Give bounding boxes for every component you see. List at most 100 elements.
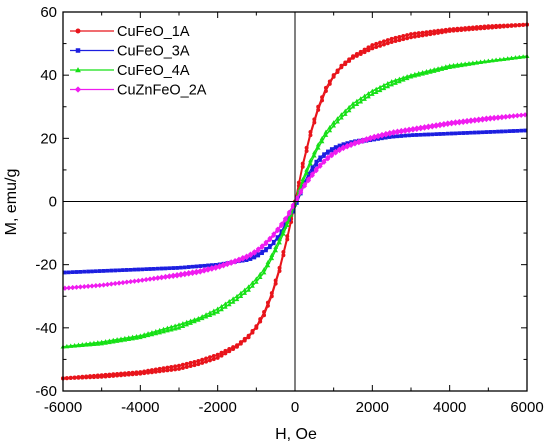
data-point (186, 265, 191, 269)
data-point (331, 120, 337, 125)
data-point (213, 265, 219, 271)
data-point (342, 111, 348, 116)
data-point (521, 22, 526, 27)
data-point (173, 367, 178, 372)
data-point (399, 134, 404, 138)
data-point (329, 153, 335, 159)
data-point (378, 43, 383, 48)
data-point (209, 266, 215, 272)
data-point (389, 40, 394, 44)
legend-label: CuFeO_3A (117, 44, 190, 60)
data-point (155, 266, 160, 271)
data-point (459, 28, 464, 32)
x-tick-label: 0 (291, 399, 299, 416)
data-point (219, 350, 224, 355)
data-point (377, 84, 383, 89)
data-point (385, 41, 390, 46)
data-point (468, 118, 474, 125)
data-point (412, 31, 417, 36)
data-point (235, 344, 239, 349)
data-point (279, 229, 284, 233)
data-point (348, 142, 354, 148)
data-point (457, 131, 462, 136)
data-point (67, 270, 71, 275)
data-point (242, 338, 247, 343)
data-point (397, 38, 402, 43)
data-point (358, 52, 363, 56)
data-point (497, 57, 503, 62)
data-point (410, 127, 416, 133)
data-point (107, 374, 112, 379)
data-point (234, 297, 240, 302)
data-point (312, 120, 317, 125)
data-point (155, 275, 161, 281)
data-point (518, 112, 524, 118)
data-point (211, 353, 216, 358)
data-point (97, 269, 102, 273)
data-point (395, 134, 400, 139)
data-point (472, 118, 478, 124)
data-point (445, 121, 451, 127)
data-point (207, 310, 213, 315)
data-point (176, 322, 182, 327)
data-point (336, 148, 342, 154)
x-tick-label: -6000 (44, 399, 82, 416)
data-point (350, 101, 356, 106)
data-point (268, 245, 272, 250)
data-point (323, 88, 328, 93)
data-point (309, 172, 315, 178)
data-point (257, 274, 263, 280)
data-point (105, 268, 110, 273)
data-point (456, 120, 462, 126)
data-point (509, 55, 514, 60)
data-point (327, 128, 333, 133)
data-point (455, 28, 460, 33)
data-point (147, 276, 153, 282)
data-point (418, 126, 424, 132)
data-point (482, 26, 487, 31)
data-point (313, 168, 319, 174)
data-point (373, 89, 379, 94)
data-point (370, 43, 375, 48)
data-point (478, 59, 483, 64)
data-point (397, 79, 402, 84)
data-point (254, 325, 259, 330)
data-point (381, 82, 387, 88)
legend: CuFeO_1A CuFeO_3A CuFeO_4A CuZnFeO_2A (70, 24, 207, 99)
data-point (132, 278, 138, 284)
data-point (339, 112, 344, 117)
data-point (223, 301, 228, 306)
data-point (104, 281, 110, 288)
data-point (157, 327, 163, 332)
data-point (433, 123, 439, 129)
data-point (458, 63, 464, 68)
data-point (430, 132, 435, 137)
data-point (366, 94, 371, 99)
data-point (480, 117, 486, 123)
data-point (492, 129, 496, 134)
data-point (432, 31, 437, 36)
data-point (507, 114, 513, 120)
data-point (176, 325, 182, 330)
data-point (343, 62, 348, 67)
data-point (165, 325, 170, 330)
data-point (137, 334, 143, 340)
data-point (447, 64, 453, 70)
data-point (315, 145, 321, 150)
data-point (215, 306, 221, 311)
data-point (240, 256, 246, 262)
data-point (387, 135, 392, 139)
data-point (242, 287, 248, 292)
data-point (101, 269, 106, 273)
data-point (72, 375, 77, 380)
data-point (180, 365, 185, 370)
data-point (112, 281, 118, 287)
y-tick-label: 0 (49, 194, 57, 211)
data-point (333, 150, 339, 156)
data-point (381, 86, 387, 91)
data-point (308, 161, 313, 166)
data-point (172, 326, 178, 331)
data-point (310, 165, 315, 169)
data-point (192, 319, 197, 324)
data-point (188, 318, 193, 323)
